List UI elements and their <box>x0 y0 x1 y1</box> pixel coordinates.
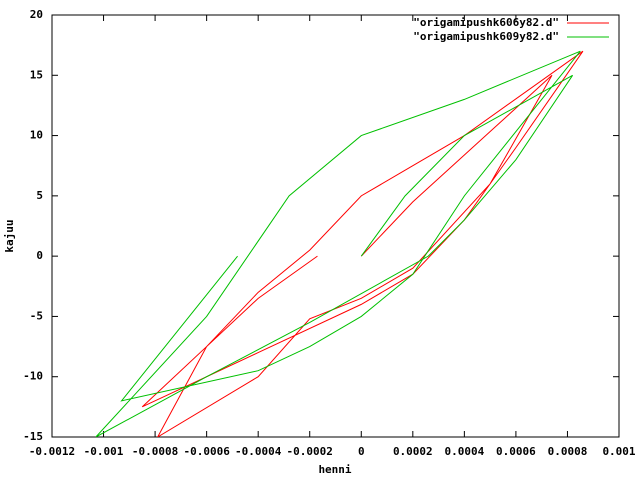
x-tick-label: 0.0008 <box>548 445 588 458</box>
y-tick-label: 5 <box>36 189 43 202</box>
x-tick-label: 0.001 <box>602 445 635 458</box>
legend-label: "origamipushk606y82.d" <box>413 16 559 29</box>
legend-label: "origamipushk609y82.d" <box>413 30 559 43</box>
data-line <box>141 50 584 437</box>
y-tick-label: 15 <box>30 68 43 81</box>
x-tick-label: 0.0002 <box>393 445 433 458</box>
y-tick-label: 20 <box>30 8 43 21</box>
x-tick-label: -0.0012 <box>29 445 75 458</box>
y-tick-label: -10 <box>23 370 43 383</box>
y-tick-label: 0 <box>36 249 43 262</box>
plot-border <box>51 14 620 438</box>
x-tick-label: 0.0006 <box>496 445 536 458</box>
data-line <box>95 50 581 437</box>
x-tick-label: 0 <box>358 445 365 458</box>
x-tick-label: -0.0008 <box>132 445 178 458</box>
x-tick-label: -0.0002 <box>287 445 333 458</box>
x-tick-label: -0.0004 <box>235 445 282 458</box>
x-tick-label: -0.0006 <box>183 445 230 458</box>
y-tick-label: -15 <box>23 430 43 443</box>
y-tick-label: -5 <box>30 309 43 322</box>
y-axis-label: kajuu <box>3 219 16 252</box>
x-axis-label: henni <box>318 463 351 476</box>
x-tick-label: 0.0004 <box>444 445 484 458</box>
plot-area <box>95 50 584 437</box>
y-tick-label: 10 <box>30 129 43 142</box>
x-tick-label: -0.001 <box>84 445 124 458</box>
